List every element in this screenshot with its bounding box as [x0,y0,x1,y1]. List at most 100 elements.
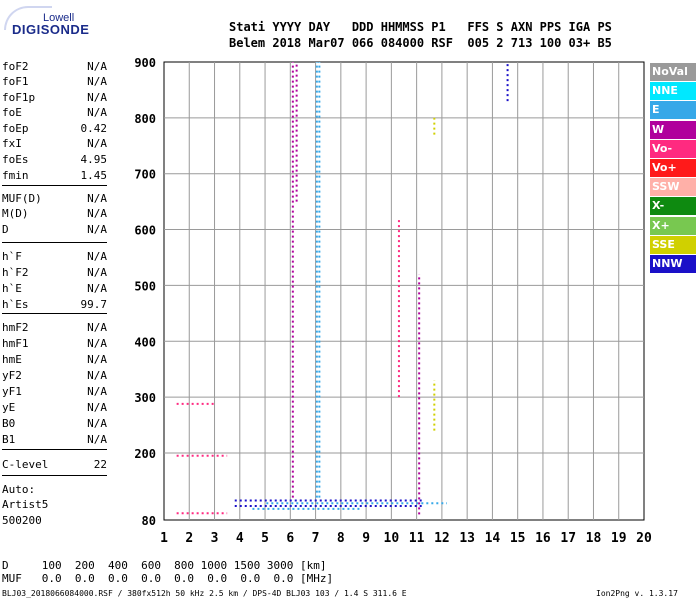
param-name: h`Es [2,298,29,311]
param-name: D [2,223,9,236]
plot-frame [163,61,645,521]
param-value: N/A [87,401,107,414]
param-name: h`F2 [2,266,29,279]
param-value: N/A [87,353,107,366]
param-value: N/A [87,385,107,398]
x-tick-label: 9 [362,531,370,546]
param-name: h`F [2,250,22,263]
param-separator [2,313,107,314]
y-tick-label: 80 [142,514,156,528]
param-name: foF1 [2,75,29,88]
param-value: N/A [87,75,107,88]
param-value: 22 [93,458,107,471]
param-value: N/A [87,417,107,430]
param-name: M(D) [2,207,29,220]
x-tick-label: 10 [384,531,400,546]
legend-item: SSW [650,178,696,197]
param-name: hmE [2,353,22,366]
footer-file-info: BLJ03_2018066084000.RSF / 380fx512h 50 k… [2,589,407,598]
auto-artist: Artist5 [2,498,49,511]
param-name: yE [2,401,16,414]
footer-version: Ion2Png v. 1.3.17 [596,589,678,598]
x-tick-label: 7 [312,531,320,546]
param-value: N/A [87,60,107,73]
x-tick-label: 1 [160,531,168,546]
x-tick-label: 15 [510,531,526,546]
x-tick-label: 12 [434,531,450,546]
param-name: h`E [2,282,22,295]
param-name: hmF1 [2,337,29,350]
x-tick-label: 4 [236,531,244,546]
x-tick-label: 17 [560,531,576,546]
param-value: N/A [87,137,107,150]
header-labels: Stati YYYY DAY DDD HHMMSS P1 FFS S AXN P… [229,20,612,34]
param-separator [2,185,107,186]
legend-item: NNW [650,255,696,273]
y-tick-label: 900 [134,56,156,70]
param-value: N/A [87,433,107,446]
param-value: N/A [87,266,107,279]
legend-item: SSE [650,235,696,254]
y-tick-label: 800 [134,112,156,126]
param-name: fmin [2,169,29,182]
param-separator [2,242,107,243]
x-tick-label: 5 [261,531,269,546]
param-name: hmF2 [2,321,29,334]
footer-d-row: D 100 200 400 600 800 1000 1500 3000 [km… [2,559,327,572]
param-value: N/A [87,337,107,350]
param-separator [2,475,107,476]
legend-item: X+ [650,216,696,235]
param-value: N/A [87,91,107,104]
legend-item: NNE [650,82,696,101]
y-tick-label: 700 [134,168,156,182]
param-name: B0 [2,417,16,430]
param-value: 4.95 [80,153,108,166]
param-name: C-level [2,458,49,471]
param-name: MUF(D) [2,192,42,205]
param-name: fxI [2,137,22,150]
param-name: foF2 [2,60,29,73]
param-value: 99.7 [80,298,108,311]
x-tick-label: 8 [337,531,345,546]
param-value: N/A [87,282,107,295]
x-tick-label: 3 [211,531,219,546]
auto-version: 500200 [2,514,42,527]
param-name: B1 [2,433,16,446]
y-tick-label: 200 [134,447,156,461]
x-tick-label: 20 [636,531,652,546]
logo-lowell: Lowell [43,12,75,24]
param-name: foF1p [2,91,36,104]
param-value: N/A [87,223,107,236]
y-tick-label: 600 [134,224,156,238]
param-name: yF1 [2,385,22,398]
x-tick-label: 13 [459,531,475,546]
legend-item: NoVal [650,63,696,81]
legend-item: E [650,101,696,120]
param-name: foE [2,106,22,119]
auto-label: Auto: [2,483,36,496]
x-tick-label: 16 [535,531,551,546]
param-value: N/A [87,369,107,382]
legend-item: Vo- [650,139,696,158]
param-value: N/A [87,106,107,119]
x-tick-label: 18 [586,531,602,546]
x-tick-label: 19 [611,531,627,546]
x-tick-label: 2 [185,531,193,546]
y-tick-label: 300 [134,391,156,405]
logo-digisonde: DIGISONDE [12,22,90,37]
legend-item: W [650,120,696,139]
param-name: foEp [2,122,29,135]
param-separator [2,449,107,450]
param-value: N/A [87,207,107,220]
legend-item: Vo+ [650,159,696,177]
footer-muf-row: MUF 0.0 0.0 0.0 0.0 0.0 0.0 0.0 0.0 [MHz… [2,572,334,585]
param-value: 1.45 [80,169,108,182]
y-tick-label: 500 [134,279,156,293]
legend-item: X- [650,197,696,216]
param-name: yF2 [2,369,22,382]
y-tick-label: 400 [134,335,156,349]
x-tick-label: 14 [485,531,501,546]
param-value: N/A [87,192,107,205]
x-tick-label: 11 [409,531,425,546]
